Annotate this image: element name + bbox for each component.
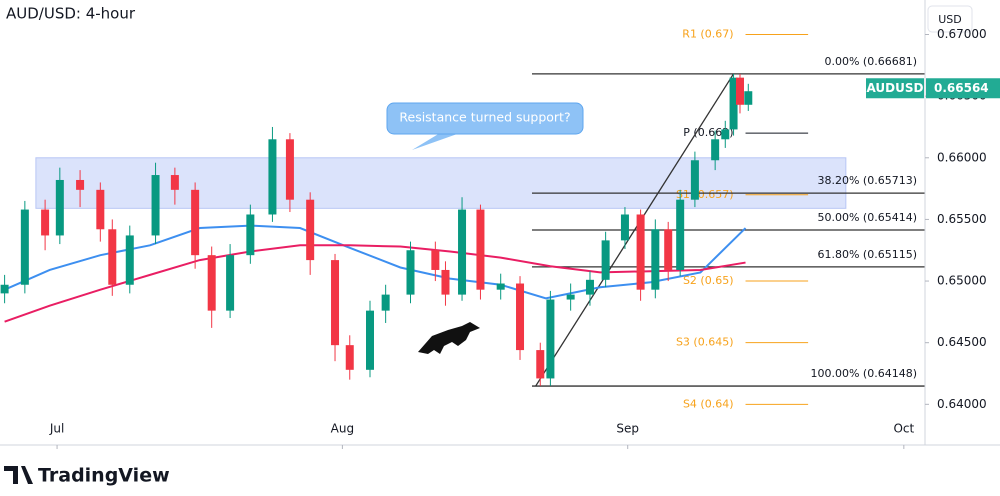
candle-body [690, 160, 699, 200]
candle-body [366, 310, 374, 370]
brand-logo: TradingView [4, 465, 170, 487]
candle-body [55, 179, 64, 236]
logo-mark [4, 466, 33, 484]
fib-label: 100.00% (0.64148) [810, 367, 917, 380]
y-tick-label: 0.64500 [937, 335, 987, 349]
price-tag-value: 0.66564 [934, 81, 989, 95]
fib-label: 61.80% (0.65115) [817, 248, 917, 261]
candle-body [458, 209, 467, 295]
candle-body [0, 284, 9, 294]
moving-average [4, 224, 747, 300]
candle-body [331, 260, 340, 346]
pivot-label: S2 (0.65) [683, 274, 734, 287]
candle-body [76, 179, 85, 190]
x-tick-label: Jul [49, 422, 64, 436]
bull-icon [418, 322, 480, 354]
candle-body [306, 199, 315, 261]
brand: TradingView [38, 465, 170, 487]
moving-average [4, 244, 746, 323]
y-tick-label: 0.65000 [937, 274, 987, 288]
x-tick-label: Aug [331, 422, 354, 436]
candle-body [96, 189, 105, 230]
candle-body [20, 209, 29, 285]
candle-body [516, 283, 525, 351]
candle-body [721, 129, 730, 140]
candle-body [676, 199, 685, 270]
candle-body [381, 294, 390, 311]
candle-body [285, 139, 294, 200]
currency-box [927, 5, 973, 33]
candle-body [345, 345, 354, 370]
pivot-label: S1 (0.657) [676, 188, 734, 201]
currency: USD [938, 13, 962, 26]
pivot-label: P (0.662) [683, 126, 733, 139]
candle-body [476, 209, 485, 290]
candle-body [536, 350, 545, 379]
fib-label: 50.00% (0.65414) [817, 211, 917, 224]
price-tag-symbol: AUDUSD [867, 81, 924, 95]
fib-label: 0.00% (0.66681) [824, 55, 917, 68]
y-tick-label: 0.64000 [937, 397, 987, 411]
candle-body [736, 77, 744, 105]
candle-body [651, 229, 660, 290]
candle-body [601, 240, 610, 280]
annotation-callout: Resistance turned support? [386, 102, 584, 150]
pivot-label: R1 (0.67) [682, 28, 733, 41]
candle-body [246, 214, 255, 256]
x-tick-label: Oct [893, 422, 914, 436]
y-tick-label: 0.65500 [937, 212, 987, 226]
price-tag-box [926, 78, 1000, 99]
candle-body [546, 299, 555, 379]
candle-body [566, 294, 575, 300]
pivot-label: S4 (0.64) [683, 397, 734, 410]
candle-body [170, 175, 179, 190]
candle-body [268, 139, 277, 215]
candle-body [664, 229, 673, 270]
candle-body [41, 209, 50, 236]
candle-body [108, 229, 117, 285]
y-tick-label: 0.66000 [937, 150, 987, 164]
candle-body [636, 214, 645, 290]
candle-body [729, 77, 738, 130]
y-tick-label: 0.67000 [937, 27, 987, 41]
candle-body [151, 175, 160, 236]
candle-body [125, 235, 134, 285]
callout-box [386, 102, 584, 135]
chart-title: AUD/USD: 4-hour [6, 5, 136, 23]
annotation: Resistance turned support? [399, 110, 570, 125]
candle-body [191, 189, 200, 256]
candle-body [406, 250, 415, 295]
candle-body [620, 214, 629, 241]
x-tick-label: Sep [616, 422, 639, 436]
candle-body [441, 269, 450, 295]
price-tag-symbol-box [866, 78, 924, 99]
candle-body [744, 91, 753, 105]
candle-body [226, 255, 235, 311]
fib-label: 38.20% (0.65713) [817, 174, 917, 187]
pivot-label: S3 (0.645) [676, 336, 734, 349]
candle-body [585, 279, 594, 295]
callout-pointer [412, 133, 460, 150]
candle-body [711, 139, 720, 161]
plot-area: R1 (0.67) P (0.662) S1 (0.657) S2 (0.65) S3 … [0, 28, 925, 410]
swing-line [535, 73, 735, 387]
candle-body [431, 250, 440, 270]
candle-body [496, 283, 505, 290]
candle-body [207, 255, 216, 311]
